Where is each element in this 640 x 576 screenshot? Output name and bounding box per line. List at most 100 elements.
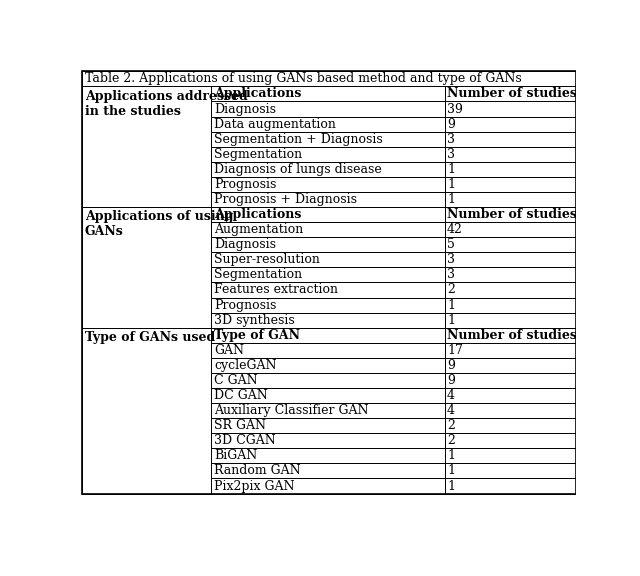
Bar [211,192,445,207]
Text: 3: 3 [447,148,455,161]
Text: 9: 9 [447,118,455,131]
Bar [445,388,576,403]
Text: 39: 39 [447,103,463,116]
Text: Random GAN: Random GAN [214,464,301,478]
Text: Applications addressed
in the studies: Applications addressed in the studies [85,89,248,118]
Text: Super-resolution: Super-resolution [214,253,320,266]
Text: Diagnosis: Diagnosis [214,103,276,116]
Text: 1: 1 [447,298,455,312]
Bar [445,448,576,464]
Bar [211,388,445,403]
Text: 1: 1 [447,178,455,191]
Bar [211,101,445,116]
Text: 9: 9 [447,359,455,372]
Bar [83,207,211,328]
Text: Applications of using
GANs: Applications of using GANs [85,210,234,238]
Text: cycleGAN: cycleGAN [214,359,276,372]
Text: Pix2pix GAN: Pix2pix GAN [214,480,294,492]
Bar [445,177,576,192]
Text: 2: 2 [447,419,455,432]
Text: Prognosis + Diagnosis: Prognosis + Diagnosis [214,193,357,206]
Bar [83,71,576,86]
Text: Number of studies: Number of studies [447,88,577,100]
Bar [211,358,445,373]
Text: 9: 9 [447,374,455,387]
Text: 3D CGAN: 3D CGAN [214,434,276,448]
Bar [211,448,445,464]
Bar [445,116,576,132]
Text: Segmentation: Segmentation [214,268,302,282]
Bar [445,464,576,479]
Text: Segmentation: Segmentation [214,148,302,161]
Text: SR GAN: SR GAN [214,419,266,432]
Bar [211,373,445,388]
Bar [211,132,445,147]
Text: C GAN: C GAN [214,374,257,387]
Text: 2: 2 [447,434,455,448]
Text: Segmentation + Diagnosis: Segmentation + Diagnosis [214,132,383,146]
Bar [445,147,576,162]
Text: 1: 1 [447,314,455,327]
Bar [211,403,445,418]
Bar [445,86,576,101]
Bar [211,86,445,101]
Bar [445,433,576,448]
Text: Augmentation: Augmentation [214,223,303,236]
Text: 1: 1 [447,193,455,206]
Text: Number of studies: Number of studies [447,208,577,221]
Text: 1: 1 [447,449,455,463]
Text: DC GAN: DC GAN [214,389,268,402]
Text: Features extraction: Features extraction [214,283,338,297]
Bar [445,403,576,418]
Text: 3: 3 [447,268,455,282]
Bar [211,464,445,479]
Text: Table 2. Applications of using GANs based method and type of GANs: Table 2. Applications of using GANs base… [85,73,522,85]
Bar [445,313,576,328]
Bar [211,237,445,252]
Text: 1: 1 [447,464,455,478]
Text: Diagnosis: Diagnosis [214,238,276,251]
Bar [445,298,576,313]
Bar [211,162,445,177]
Bar [445,328,576,343]
Bar [211,433,445,448]
Text: 3: 3 [447,253,455,266]
Text: Auxiliary Classifier GAN: Auxiliary Classifier GAN [214,404,369,417]
Bar [211,222,445,237]
Bar [445,418,576,433]
Text: Data augmentation: Data augmentation [214,118,336,131]
Bar [445,373,576,388]
Text: 17: 17 [447,344,463,357]
Bar [445,343,576,358]
Text: Type of GANs used: Type of GANs used [85,331,215,344]
Bar [445,132,576,147]
Text: 3D synthesis: 3D synthesis [214,314,294,327]
Bar [211,207,445,222]
Text: 1: 1 [447,163,455,176]
Text: Diagnosis of lungs disease: Diagnosis of lungs disease [214,163,381,176]
Bar [211,147,445,162]
Bar [445,237,576,252]
Text: Prognosis: Prognosis [214,298,276,312]
Text: Prognosis: Prognosis [214,178,276,191]
Bar [211,313,445,328]
Bar [211,252,445,267]
Bar [445,162,576,177]
Bar [83,328,211,494]
Text: Number of studies: Number of studies [447,329,577,342]
Text: 2: 2 [447,283,455,297]
Bar [211,418,445,433]
Bar [445,282,576,298]
Bar [445,252,576,267]
Bar [211,282,445,298]
Text: 5: 5 [447,238,455,251]
Bar [211,116,445,132]
Text: GAN: GAN [214,344,244,357]
Bar [211,267,445,282]
Bar [445,267,576,282]
Bar [445,207,576,222]
Bar [211,177,445,192]
Text: 42: 42 [447,223,463,236]
Text: 1: 1 [447,480,455,492]
Bar [211,328,445,343]
